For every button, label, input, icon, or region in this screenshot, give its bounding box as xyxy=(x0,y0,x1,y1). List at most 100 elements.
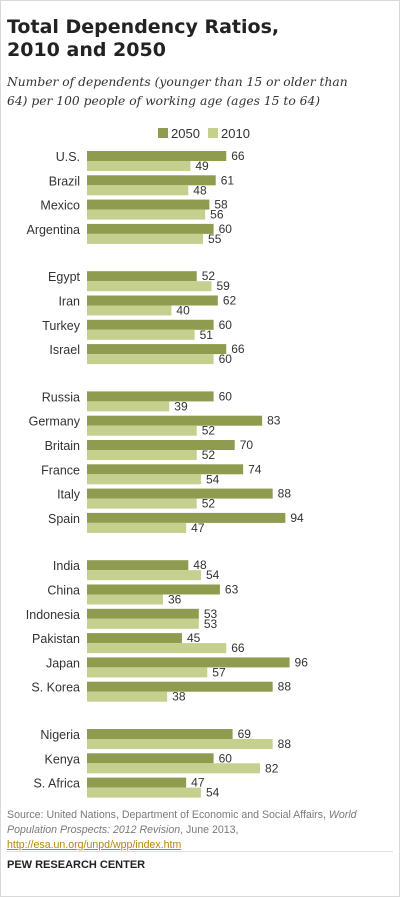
bar-2050 xyxy=(87,344,227,355)
bar-2050 xyxy=(87,464,244,475)
category-label: Russia xyxy=(42,390,80,404)
category-label: Britain xyxy=(45,439,80,453)
value-label-2050: 45 xyxy=(187,631,201,645)
value-label-2010: 39 xyxy=(174,399,188,413)
bar-2010 xyxy=(87,763,261,774)
category-label: Argentina xyxy=(26,223,80,237)
category-label: Spain xyxy=(48,512,80,526)
value-label-2050: 60 xyxy=(219,318,233,332)
value-label-2010: 49 xyxy=(195,159,209,173)
bar-2050 xyxy=(87,151,227,161)
value-label-2010: 55 xyxy=(208,232,222,246)
bar-2010 xyxy=(87,329,195,340)
legend-swatch-2010 xyxy=(208,128,218,138)
bar-2010 xyxy=(87,787,201,798)
bar-2050 xyxy=(87,729,233,739)
value-label-2050: 83 xyxy=(267,414,281,428)
bar-2050 xyxy=(87,199,210,210)
value-label-2010: 82 xyxy=(265,761,279,775)
bar-2010 xyxy=(87,450,197,460)
value-label-2050: 88 xyxy=(278,680,292,694)
chart-subtitle: Number of dependents (younger than 15 or… xyxy=(7,75,348,108)
value-label-2050: 66 xyxy=(231,342,245,356)
bar-2050 xyxy=(87,512,286,523)
value-label-2050: 70 xyxy=(240,438,254,452)
bar-2050 xyxy=(87,608,199,619)
legend-label-2050: 2050 xyxy=(171,126,200,141)
bar-2050 xyxy=(87,657,290,668)
bar-2010 xyxy=(87,594,163,605)
bar-2050 xyxy=(87,223,214,234)
bar-2050 xyxy=(87,295,218,306)
value-label-2010: 57 xyxy=(212,665,226,679)
bar-2050 xyxy=(87,488,273,499)
category-label: Italy xyxy=(57,488,81,502)
value-label-2050: 47 xyxy=(191,776,205,790)
value-label-2050: 48 xyxy=(193,558,207,572)
bar-2050 xyxy=(87,681,273,692)
value-label-2010: 36 xyxy=(168,593,182,607)
bar-2050 xyxy=(87,271,197,282)
category-label: France xyxy=(41,463,80,477)
category-label: U.S. xyxy=(56,150,80,164)
category-label: Pakistan xyxy=(32,632,80,646)
bar-2050 xyxy=(87,633,182,644)
bar-2050 xyxy=(87,753,214,764)
bar-2010 xyxy=(87,354,214,365)
category-label: S. Africa xyxy=(33,777,80,791)
source-link[interactable]: http://esa.un.org/unpd/wpp/index.htm xyxy=(7,839,182,851)
category-label: Israel xyxy=(49,343,80,357)
value-label-2010: 52 xyxy=(202,497,216,511)
value-label-2050: 94 xyxy=(290,511,304,525)
bar-2050 xyxy=(87,175,216,186)
bar-2050 xyxy=(87,415,263,426)
category-label: Iran xyxy=(58,295,80,309)
value-label-2050: 88 xyxy=(278,487,292,501)
bar-2050 xyxy=(87,391,214,402)
value-label-2010: 59 xyxy=(216,279,230,293)
value-label-2010: 53 xyxy=(204,617,218,631)
value-label-2010: 54 xyxy=(206,472,220,486)
value-label-2050: 60 xyxy=(219,222,233,236)
value-label-2050: 60 xyxy=(219,389,233,403)
bar-2010 xyxy=(87,425,197,436)
value-label-2050: 62 xyxy=(223,294,237,308)
bar-2050 xyxy=(87,319,214,330)
bar-2010 xyxy=(87,233,204,244)
bar-2010 xyxy=(87,643,227,654)
value-label-2050: 74 xyxy=(248,462,262,476)
bar-2050 xyxy=(87,777,187,788)
value-label-2010: 48 xyxy=(193,183,207,197)
category-label: India xyxy=(53,559,80,573)
value-label-2010: 52 xyxy=(202,424,216,438)
category-label: China xyxy=(47,584,80,598)
footer-org: PEW RESEARCH CENTER xyxy=(7,859,146,871)
category-label: Germany xyxy=(29,415,81,429)
value-label-2010: 40 xyxy=(176,304,190,318)
value-label-2010: 88 xyxy=(278,737,292,751)
value-label-2010: 54 xyxy=(206,568,220,582)
category-label: S. Korea xyxy=(31,681,80,695)
value-label-2050: 53 xyxy=(204,607,218,621)
chart-title: Total Dependency Ratios, 2010 and 2050 xyxy=(7,16,280,61)
category-label: Japan xyxy=(46,656,80,670)
bar-2010 xyxy=(87,667,208,678)
source-prefix: Source: United Nations, Department of Ec… xyxy=(7,809,329,821)
category-label: Nigeria xyxy=(40,728,80,742)
value-label-2010: 60 xyxy=(219,352,233,366)
value-label-2050: 69 xyxy=(238,727,252,741)
value-label-2050: 61 xyxy=(221,173,235,187)
bar-2050 xyxy=(87,584,220,595)
legend-swatch-2050 xyxy=(158,128,168,138)
value-label-2010: 54 xyxy=(206,786,220,800)
value-label-2010: 56 xyxy=(210,208,224,222)
bar-2010 xyxy=(87,739,273,749)
category-label: Egypt xyxy=(48,270,80,284)
category-label: Indonesia xyxy=(26,608,80,622)
source-publication: World Population Prospects: 2012 Revisio… xyxy=(7,809,357,836)
bar-2050 xyxy=(87,560,189,571)
source-note: Source: United Nations, Department of Ec… xyxy=(7,808,395,853)
bar-2010 xyxy=(87,401,170,412)
footer-divider xyxy=(7,851,393,852)
